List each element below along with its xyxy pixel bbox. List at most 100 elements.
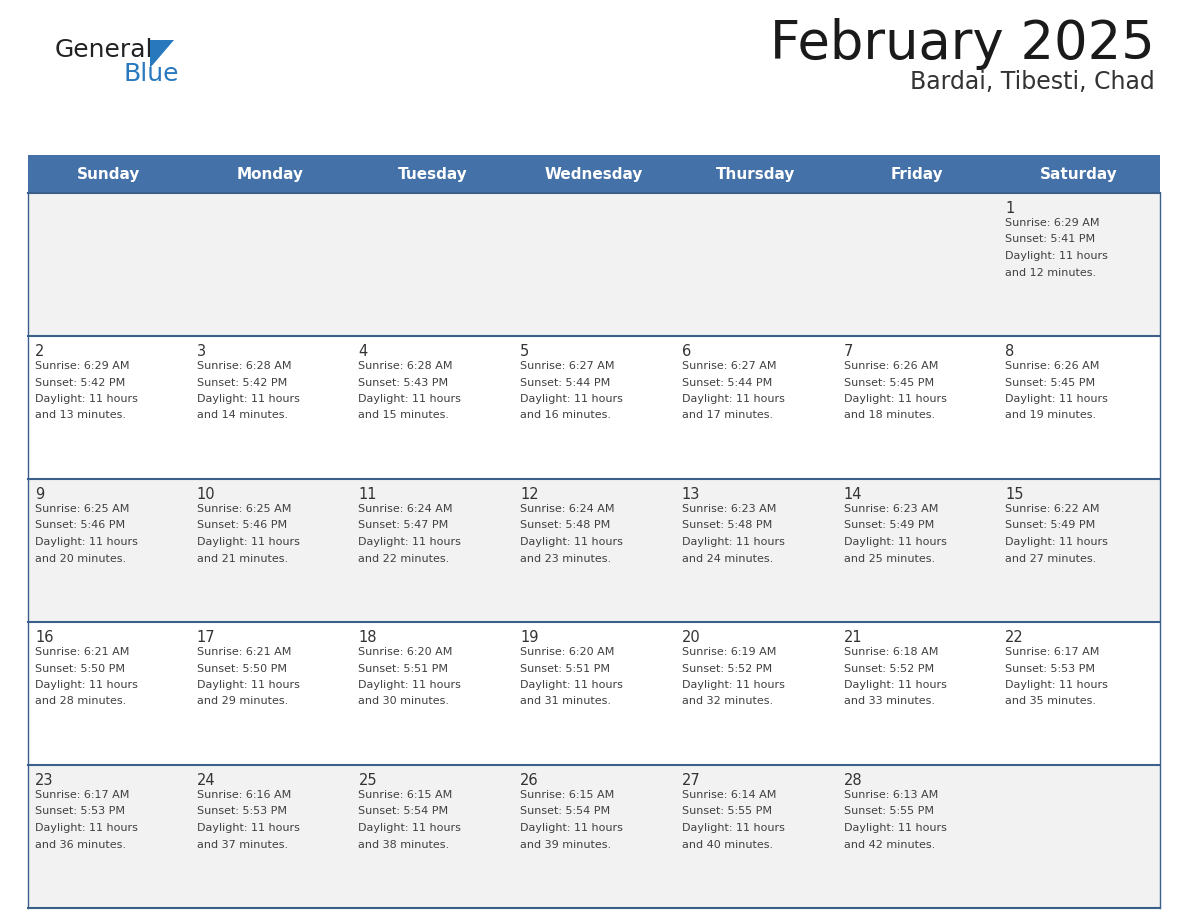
Text: Sunset: 5:54 PM: Sunset: 5:54 PM xyxy=(520,807,611,816)
Text: Daylight: 11 hours: Daylight: 11 hours xyxy=(843,537,947,547)
Text: 3: 3 xyxy=(197,344,206,359)
Text: Friday: Friday xyxy=(891,166,943,182)
Bar xyxy=(29,479,1159,622)
Text: General: General xyxy=(55,38,153,62)
Text: Daylight: 11 hours: Daylight: 11 hours xyxy=(197,680,299,690)
Text: 16: 16 xyxy=(34,630,53,645)
Text: Saturday: Saturday xyxy=(1041,166,1118,182)
Text: Sunrise: 6:20 AM: Sunrise: 6:20 AM xyxy=(520,647,614,657)
Text: Sunrise: 6:17 AM: Sunrise: 6:17 AM xyxy=(34,790,129,800)
Text: and 25 minutes.: and 25 minutes. xyxy=(843,554,935,564)
Text: and 28 minutes.: and 28 minutes. xyxy=(34,697,126,707)
Text: 27: 27 xyxy=(682,773,701,788)
Text: Daylight: 11 hours: Daylight: 11 hours xyxy=(34,394,138,404)
Text: and 14 minutes.: and 14 minutes. xyxy=(197,410,287,420)
Text: Sunrise: 6:23 AM: Sunrise: 6:23 AM xyxy=(843,504,939,514)
Text: 25: 25 xyxy=(359,773,377,788)
Text: Wednesday: Wednesday xyxy=(545,166,643,182)
Text: Daylight: 11 hours: Daylight: 11 hours xyxy=(682,680,785,690)
Text: Daylight: 11 hours: Daylight: 11 hours xyxy=(34,823,138,833)
Text: Daylight: 11 hours: Daylight: 11 hours xyxy=(1005,537,1108,547)
Text: and 18 minutes.: and 18 minutes. xyxy=(843,410,935,420)
Bar xyxy=(29,336,1159,479)
Text: Sunset: 5:51 PM: Sunset: 5:51 PM xyxy=(520,664,611,674)
Text: Sunset: 5:42 PM: Sunset: 5:42 PM xyxy=(34,377,125,387)
Text: Daylight: 11 hours: Daylight: 11 hours xyxy=(1005,251,1108,261)
Text: 13: 13 xyxy=(682,487,700,502)
Text: Daylight: 11 hours: Daylight: 11 hours xyxy=(359,537,461,547)
Text: Sunset: 5:46 PM: Sunset: 5:46 PM xyxy=(34,521,125,531)
Text: and 16 minutes.: and 16 minutes. xyxy=(520,410,611,420)
Text: and 15 minutes.: and 15 minutes. xyxy=(359,410,449,420)
Text: and 21 minutes.: and 21 minutes. xyxy=(197,554,287,564)
Bar xyxy=(29,622,1159,765)
Text: 6: 6 xyxy=(682,344,691,359)
Text: 12: 12 xyxy=(520,487,539,502)
Text: 21: 21 xyxy=(843,630,862,645)
Text: Sunrise: 6:23 AM: Sunrise: 6:23 AM xyxy=(682,504,776,514)
Text: Blue: Blue xyxy=(124,62,178,86)
Text: Daylight: 11 hours: Daylight: 11 hours xyxy=(34,537,138,547)
Text: and 32 minutes.: and 32 minutes. xyxy=(682,697,773,707)
Text: Sunset: 5:45 PM: Sunset: 5:45 PM xyxy=(1005,377,1095,387)
Text: and 36 minutes.: and 36 minutes. xyxy=(34,839,126,849)
Text: Thursday: Thursday xyxy=(716,166,796,182)
Text: Sunrise: 6:28 AM: Sunrise: 6:28 AM xyxy=(197,361,291,371)
Text: Sunrise: 6:29 AM: Sunrise: 6:29 AM xyxy=(1005,218,1100,228)
Text: and 22 minutes.: and 22 minutes. xyxy=(359,554,450,564)
Text: Bardai, Tibesti, Chad: Bardai, Tibesti, Chad xyxy=(910,70,1155,94)
Text: Daylight: 11 hours: Daylight: 11 hours xyxy=(197,537,299,547)
Text: 18: 18 xyxy=(359,630,377,645)
Polygon shape xyxy=(150,40,173,68)
Text: Sunrise: 6:15 AM: Sunrise: 6:15 AM xyxy=(520,790,614,800)
Text: Sunset: 5:48 PM: Sunset: 5:48 PM xyxy=(520,521,611,531)
Text: Sunrise: 6:22 AM: Sunrise: 6:22 AM xyxy=(1005,504,1100,514)
Text: Sunrise: 6:20 AM: Sunrise: 6:20 AM xyxy=(359,647,453,657)
Text: Sunset: 5:52 PM: Sunset: 5:52 PM xyxy=(843,664,934,674)
Text: Sunrise: 6:15 AM: Sunrise: 6:15 AM xyxy=(359,790,453,800)
Text: 11: 11 xyxy=(359,487,377,502)
Text: Sunrise: 6:25 AM: Sunrise: 6:25 AM xyxy=(197,504,291,514)
Text: and 27 minutes.: and 27 minutes. xyxy=(1005,554,1097,564)
Text: and 40 minutes.: and 40 minutes. xyxy=(682,839,773,849)
Text: 4: 4 xyxy=(359,344,367,359)
Text: 14: 14 xyxy=(843,487,862,502)
Text: Daylight: 11 hours: Daylight: 11 hours xyxy=(682,823,785,833)
Text: Sunset: 5:54 PM: Sunset: 5:54 PM xyxy=(359,807,449,816)
Text: 7: 7 xyxy=(843,344,853,359)
Bar xyxy=(29,193,1159,336)
Text: 24: 24 xyxy=(197,773,215,788)
Text: Sunset: 5:49 PM: Sunset: 5:49 PM xyxy=(1005,521,1095,531)
Text: and 24 minutes.: and 24 minutes. xyxy=(682,554,773,564)
Text: 23: 23 xyxy=(34,773,53,788)
Text: Daylight: 11 hours: Daylight: 11 hours xyxy=(359,394,461,404)
Text: Daylight: 11 hours: Daylight: 11 hours xyxy=(520,680,623,690)
Text: Sunrise: 6:18 AM: Sunrise: 6:18 AM xyxy=(843,647,939,657)
Text: and 17 minutes.: and 17 minutes. xyxy=(682,410,773,420)
Bar xyxy=(29,155,1159,193)
Text: 9: 9 xyxy=(34,487,44,502)
Text: Daylight: 11 hours: Daylight: 11 hours xyxy=(520,823,623,833)
Text: Daylight: 11 hours: Daylight: 11 hours xyxy=(682,537,785,547)
Text: Daylight: 11 hours: Daylight: 11 hours xyxy=(197,823,299,833)
Text: 1: 1 xyxy=(1005,201,1015,216)
Text: 5: 5 xyxy=(520,344,530,359)
Text: Sunset: 5:48 PM: Sunset: 5:48 PM xyxy=(682,521,772,531)
Text: Sunset: 5:53 PM: Sunset: 5:53 PM xyxy=(34,807,125,816)
Text: Daylight: 11 hours: Daylight: 11 hours xyxy=(1005,680,1108,690)
Text: Sunrise: 6:24 AM: Sunrise: 6:24 AM xyxy=(359,504,453,514)
Text: 17: 17 xyxy=(197,630,215,645)
Text: Sunset: 5:44 PM: Sunset: 5:44 PM xyxy=(682,377,772,387)
Text: Sunset: 5:41 PM: Sunset: 5:41 PM xyxy=(1005,234,1095,244)
Text: 2: 2 xyxy=(34,344,44,359)
Text: Sunrise: 6:21 AM: Sunrise: 6:21 AM xyxy=(197,647,291,657)
Text: Sunset: 5:55 PM: Sunset: 5:55 PM xyxy=(843,807,934,816)
Text: Sunset: 5:50 PM: Sunset: 5:50 PM xyxy=(34,664,125,674)
Text: Sunrise: 6:26 AM: Sunrise: 6:26 AM xyxy=(1005,361,1100,371)
Text: and 19 minutes.: and 19 minutes. xyxy=(1005,410,1097,420)
Text: Sunset: 5:45 PM: Sunset: 5:45 PM xyxy=(843,377,934,387)
Text: and 39 minutes.: and 39 minutes. xyxy=(520,839,612,849)
Text: Daylight: 11 hours: Daylight: 11 hours xyxy=(843,680,947,690)
Text: Sunrise: 6:21 AM: Sunrise: 6:21 AM xyxy=(34,647,129,657)
Text: and 42 minutes.: and 42 minutes. xyxy=(843,839,935,849)
